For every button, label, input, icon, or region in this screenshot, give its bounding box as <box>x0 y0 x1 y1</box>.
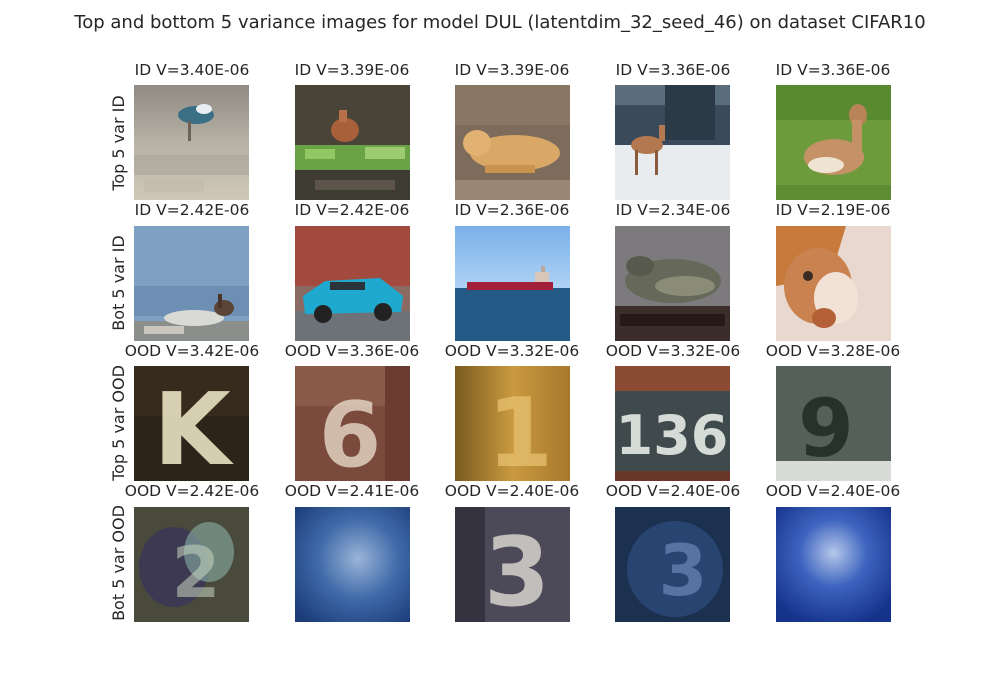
lying-dog-image <box>455 85 570 200</box>
cell-title: OOD V=3.28E-06 <box>765 342 901 360</box>
cell-title: OOD V=3.36E-06 <box>284 342 420 360</box>
deer-by-plants-image <box>295 85 410 200</box>
cell-title: ID V=2.42E-06 <box>134 201 250 219</box>
row-label: Bot 5 var ID <box>109 235 128 331</box>
digit-glyph: 136 <box>616 404 729 467</box>
row-label: Top 5 var ID <box>109 95 128 191</box>
cell-title: OOD V=3.32E-06 <box>444 342 580 360</box>
house-number-image: 136 <box>615 366 730 481</box>
figure-title: Top and bottom 5 variance images for mod… <box>74 12 926 33</box>
digit-glyph: 3 <box>484 518 550 622</box>
house-number-image: 3 <box>615 507 730 622</box>
frog-on-rock-image <box>615 226 730 341</box>
blurry-blue-plate-image <box>295 507 410 622</box>
cell-title: ID V=3.40E-06 <box>134 61 250 79</box>
row-label: Top 5 var OOD <box>109 365 128 481</box>
cell-title: OOD V=2.41E-06 <box>284 482 420 500</box>
row-label: Bot 5 var OOD <box>109 505 128 621</box>
cell-title: ID V=3.36E-06 <box>775 61 891 79</box>
house-number-image: 1 <box>455 366 570 481</box>
cell-title: OOD V=2.40E-06 <box>444 482 580 500</box>
cat-closeup-image <box>776 226 891 341</box>
house-number-image: 9 <box>776 366 891 481</box>
house-number-image: 3 <box>455 507 570 622</box>
cell-title: OOD V=3.32E-06 <box>605 342 741 360</box>
house-number-image: 6 <box>295 366 410 481</box>
digit-glyph: 3 <box>659 530 708 612</box>
deer-by-water-image <box>134 226 249 341</box>
digit-glyph: 9 <box>798 382 854 475</box>
blue-convertible-car-image <box>295 226 410 341</box>
cell-title: ID V=2.19E-06 <box>775 201 891 219</box>
house-number-image: K <box>134 366 249 481</box>
cell-title: ID V=3.39E-06 <box>454 61 570 79</box>
deer-on-grass-image <box>776 85 891 200</box>
house-number-image: 2 <box>134 507 249 622</box>
blurry-blue-plate-image <box>776 507 891 622</box>
cell-title: OOD V=2.42E-06 <box>124 482 260 500</box>
cell-title: OOD V=3.42E-06 <box>124 342 260 360</box>
digit-glyph: 2 <box>172 532 221 614</box>
cell-title: ID V=3.36E-06 <box>615 61 731 79</box>
cell-title: OOD V=2.40E-06 <box>605 482 741 500</box>
bird-on-sand-image <box>134 85 249 200</box>
cargo-ship-at-sea-image <box>455 226 570 341</box>
digit-glyph: 6 <box>319 383 382 481</box>
cell-title: OOD V=2.40E-06 <box>765 482 901 500</box>
cell-title: ID V=3.39E-06 <box>294 61 410 79</box>
digit-glyph: K <box>153 371 234 481</box>
cell-title: ID V=2.34E-06 <box>615 201 731 219</box>
digit-glyph: 1 <box>487 379 553 481</box>
cell-title: ID V=2.36E-06 <box>454 201 570 219</box>
deer-on-snow-image <box>615 85 730 200</box>
cell-title: ID V=2.42E-06 <box>294 201 410 219</box>
